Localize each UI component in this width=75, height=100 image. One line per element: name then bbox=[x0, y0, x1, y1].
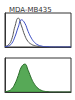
svg-text:MDA-MB435: MDA-MB435 bbox=[9, 6, 52, 14]
